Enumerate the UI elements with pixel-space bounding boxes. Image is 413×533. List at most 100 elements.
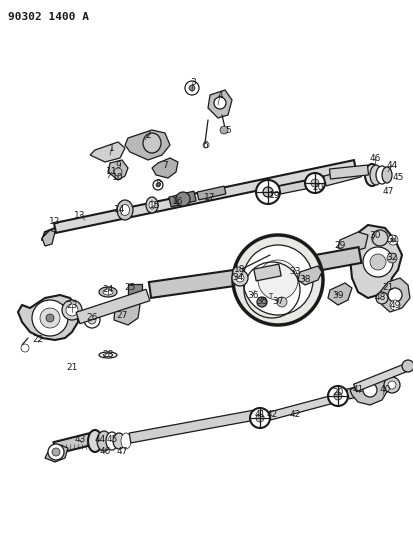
Text: 19: 19 <box>268 190 280 199</box>
Circle shape <box>387 381 395 389</box>
Text: 5: 5 <box>225 125 230 134</box>
Text: 46: 46 <box>368 154 380 163</box>
Ellipse shape <box>88 430 102 452</box>
Circle shape <box>257 260 297 300</box>
Text: 40: 40 <box>378 385 390 394</box>
Polygon shape <box>42 230 55 246</box>
Circle shape <box>32 300 68 336</box>
Text: 41: 41 <box>254 410 265 419</box>
Circle shape <box>369 254 385 270</box>
Text: 90302 1400 A: 90302 1400 A <box>8 12 89 22</box>
Circle shape <box>390 238 394 242</box>
Text: 37: 37 <box>272 297 283 306</box>
Polygon shape <box>197 186 225 200</box>
Text: 35: 35 <box>256 297 267 306</box>
Text: 18: 18 <box>234 265 245 274</box>
Text: T: T <box>267 293 271 299</box>
Circle shape <box>52 448 60 456</box>
Text: 44: 44 <box>94 435 105 445</box>
Circle shape <box>219 126 228 134</box>
Circle shape <box>231 270 247 286</box>
Ellipse shape <box>113 433 125 449</box>
Text: 26: 26 <box>86 313 97 322</box>
Circle shape <box>383 377 399 393</box>
Text: 43: 43 <box>74 435 85 445</box>
Polygon shape <box>379 278 409 312</box>
Text: 20: 20 <box>332 389 343 398</box>
Text: 1: 1 <box>109 143 114 152</box>
Text: 21: 21 <box>66 364 78 373</box>
Circle shape <box>256 297 266 307</box>
Ellipse shape <box>117 200 133 220</box>
Ellipse shape <box>381 167 391 183</box>
Text: 3: 3 <box>190 77 195 86</box>
Circle shape <box>156 183 159 187</box>
Text: 23: 23 <box>66 301 78 310</box>
Polygon shape <box>337 232 367 252</box>
Text: 42: 42 <box>289 410 300 419</box>
Text: 6: 6 <box>202 141 207 149</box>
Text: 28: 28 <box>102 351 114 359</box>
Text: 20: 20 <box>311 183 323 192</box>
Text: 38: 38 <box>299 276 310 285</box>
Circle shape <box>249 408 269 428</box>
Ellipse shape <box>149 201 154 209</box>
Text: 49: 49 <box>388 301 400 310</box>
Circle shape <box>48 444 64 460</box>
Text: 27: 27 <box>116 311 127 319</box>
Circle shape <box>371 230 387 246</box>
Circle shape <box>84 312 100 328</box>
Ellipse shape <box>121 433 131 449</box>
Ellipse shape <box>369 165 381 185</box>
Circle shape <box>327 386 347 406</box>
Ellipse shape <box>103 289 113 295</box>
Text: 21: 21 <box>381 284 393 293</box>
Polygon shape <box>329 165 368 179</box>
Circle shape <box>304 173 324 193</box>
Circle shape <box>233 267 242 277</box>
Text: 4: 4 <box>217 91 222 100</box>
Text: 45: 45 <box>106 435 117 445</box>
Text: 22: 22 <box>32 335 43 344</box>
Circle shape <box>362 383 376 397</box>
Circle shape <box>389 300 399 310</box>
Circle shape <box>235 274 243 282</box>
Ellipse shape <box>106 432 118 450</box>
Circle shape <box>46 314 54 322</box>
Text: 9: 9 <box>115 160 121 169</box>
Circle shape <box>333 392 341 400</box>
Polygon shape <box>129 410 255 443</box>
Text: 39: 39 <box>332 290 343 300</box>
Polygon shape <box>114 300 140 325</box>
Polygon shape <box>152 158 178 178</box>
Polygon shape <box>108 160 128 180</box>
Circle shape <box>387 288 401 302</box>
Polygon shape <box>327 283 351 305</box>
Circle shape <box>386 253 396 263</box>
Ellipse shape <box>142 133 161 153</box>
Polygon shape <box>125 130 170 160</box>
Circle shape <box>214 97 225 109</box>
Text: 29: 29 <box>334 240 345 249</box>
Circle shape <box>401 360 413 372</box>
Bar <box>128 284 142 296</box>
Circle shape <box>276 297 286 307</box>
Circle shape <box>387 235 397 245</box>
Circle shape <box>153 180 163 190</box>
Text: 2: 2 <box>145 131 150 140</box>
Text: 47: 47 <box>116 448 127 456</box>
Polygon shape <box>53 432 96 454</box>
Ellipse shape <box>120 205 129 215</box>
Polygon shape <box>18 295 78 340</box>
Circle shape <box>255 180 279 204</box>
Text: 48: 48 <box>373 294 385 303</box>
Polygon shape <box>90 142 125 162</box>
Text: 15: 15 <box>149 200 160 209</box>
Polygon shape <box>353 364 406 392</box>
Text: 36: 36 <box>247 290 258 300</box>
Ellipse shape <box>97 431 111 451</box>
Text: 46: 46 <box>99 448 110 456</box>
Polygon shape <box>76 289 150 324</box>
Polygon shape <box>303 247 361 273</box>
Ellipse shape <box>364 164 378 186</box>
